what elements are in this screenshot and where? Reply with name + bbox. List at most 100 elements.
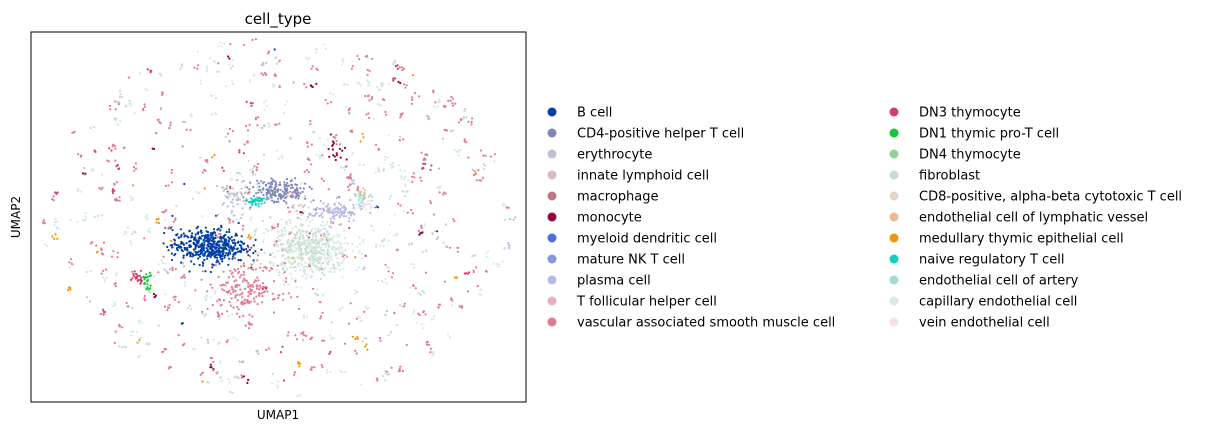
point-vascular-associated-smooth-muscle-cell bbox=[237, 308, 240, 311]
point-fibroblast bbox=[361, 340, 364, 343]
point-capillary-endothelial-cell bbox=[221, 380, 224, 383]
point-vascular-associated-smooth-muscle-cell bbox=[204, 159, 207, 162]
point-dn3-thymocyte bbox=[281, 345, 284, 348]
point-vascular-associated-smooth-muscle-cell bbox=[305, 86, 308, 89]
point-b-cell bbox=[225, 248, 228, 251]
point-vascular-associated-smooth-muscle-cell bbox=[282, 292, 285, 295]
point-vascular-associated-smooth-muscle-cell bbox=[100, 188, 103, 191]
point-vascular-associated-smooth-muscle-cell bbox=[411, 212, 414, 215]
point-capillary-endothelial-cell bbox=[295, 237, 298, 240]
point-vascular-associated-smooth-muscle-cell bbox=[310, 143, 313, 146]
point-fibroblast bbox=[312, 240, 316, 243]
point-cd4-positive-helper-t-cell bbox=[282, 199, 286, 202]
point-capillary-endothelial-cell bbox=[103, 278, 106, 281]
point-vascular-associated-smooth-muscle-cell bbox=[234, 285, 237, 288]
point-fibroblast bbox=[302, 252, 305, 256]
point-vascular-associated-smooth-muscle-cell bbox=[70, 263, 73, 266]
point-vascular-associated-smooth-muscle-cell bbox=[303, 170, 306, 173]
point-vascular-associated-smooth-muscle-cell bbox=[244, 324, 247, 327]
point-dn3-thymocyte bbox=[250, 104, 253, 107]
point-vascular-associated-smooth-muscle-cell bbox=[356, 188, 359, 192]
point-capillary-endothelial-cell bbox=[334, 247, 337, 250]
point-capillary-endothelial-cell bbox=[84, 211, 87, 214]
point-vascular-associated-smooth-muscle-cell bbox=[321, 154, 324, 157]
point-fibroblast bbox=[254, 173, 257, 176]
point-b-cell bbox=[228, 228, 231, 231]
point-fibroblast bbox=[309, 263, 312, 266]
point-cd4-positive-helper-t-cell bbox=[296, 189, 299, 192]
point-capillary-endothelial-cell bbox=[162, 262, 165, 265]
point-plasma-cell bbox=[336, 196, 339, 199]
point-vascular-associated-smooth-muscle-cell bbox=[467, 156, 470, 159]
point-capillary-endothelial-cell bbox=[114, 119, 117, 122]
legend-label: myeloid dendritic cell bbox=[577, 232, 717, 247]
point-naive-regulatory-t-cell bbox=[263, 201, 266, 204]
point-vascular-associated-smooth-muscle-cell bbox=[165, 209, 168, 212]
point-endothelial-cell-of-lymphatic-vessel bbox=[363, 192, 367, 195]
point-b-cell bbox=[216, 228, 219, 231]
point-vascular-associated-smooth-muscle-cell bbox=[411, 175, 414, 178]
point-vascular-associated-smooth-muscle-cell bbox=[429, 202, 432, 205]
point-vascular-associated-smooth-muscle-cell bbox=[233, 280, 236, 283]
point-cd4-positive-helper-t-cell bbox=[284, 184, 287, 187]
point-fibroblast bbox=[465, 116, 468, 119]
point-vascular-associated-smooth-muscle-cell bbox=[261, 295, 264, 298]
point-fibroblast bbox=[326, 251, 329, 254]
point-vascular-associated-smooth-muscle-cell bbox=[402, 138, 405, 141]
point-capillary-endothelial-cell bbox=[354, 292, 357, 295]
point-erythrocyte bbox=[231, 198, 234, 201]
point-plasma-cell bbox=[257, 352, 260, 355]
point-capillary-endothelial-cell bbox=[280, 228, 283, 232]
point-vascular-associated-smooth-muscle-cell bbox=[249, 290, 252, 293]
point-fibroblast bbox=[311, 256, 314, 259]
point-capillary-endothelial-cell bbox=[313, 249, 316, 252]
point-medullary-thymic-epithelial-cell bbox=[69, 288, 72, 291]
legend-label: erythrocyte bbox=[577, 148, 652, 163]
point-b-cell bbox=[237, 221, 240, 225]
point-fibroblast bbox=[278, 234, 281, 237]
point-vascular-associated-smooth-muscle-cell bbox=[456, 250, 459, 253]
point-dn3-thymocyte bbox=[113, 189, 116, 192]
point-capillary-endothelial-cell bbox=[55, 226, 59, 229]
point-dn3-thymocyte bbox=[108, 147, 111, 150]
point-vascular-associated-smooth-muscle-cell bbox=[231, 286, 234, 289]
point-capillary-endothelial-cell bbox=[319, 246, 322, 250]
point-vascular-associated-smooth-muscle-cell bbox=[356, 54, 359, 58]
point-vascular-associated-smooth-muscle-cell bbox=[236, 299, 239, 302]
point-vascular-associated-smooth-muscle-cell bbox=[445, 129, 448, 132]
point-b-cell bbox=[227, 242, 230, 245]
point-vascular-associated-smooth-muscle-cell bbox=[452, 104, 455, 107]
point-erythrocyte bbox=[241, 207, 244, 210]
point-vascular-associated-smooth-muscle-cell bbox=[235, 279, 238, 282]
point-b-cell bbox=[240, 235, 243, 238]
point-vascular-associated-smooth-muscle-cell bbox=[306, 169, 309, 172]
point-dn3-thymocyte bbox=[328, 352, 331, 355]
point-b-cell bbox=[193, 263, 196, 266]
point-fibroblast bbox=[85, 270, 88, 274]
point-b-cell bbox=[198, 263, 201, 267]
point-vascular-associated-smooth-muscle-cell bbox=[206, 290, 209, 293]
point-b-cell bbox=[203, 258, 206, 262]
point-plasma-cell bbox=[369, 211, 372, 215]
point-cd4-positive-helper-t-cell bbox=[296, 194, 299, 197]
point-fibroblast bbox=[315, 239, 318, 242]
point-medullary-thymic-epithelial-cell bbox=[298, 365, 301, 368]
point-vascular-associated-smooth-muscle-cell bbox=[227, 276, 231, 279]
point-b-cell bbox=[198, 255, 202, 258]
point-cd4-positive-helper-t-cell bbox=[284, 193, 287, 196]
point-fibroblast bbox=[93, 215, 96, 218]
point-cd4-positive-helper-t-cell bbox=[289, 186, 292, 189]
point-dn3-thymocyte bbox=[102, 308, 105, 311]
point-b-cell bbox=[197, 232, 200, 235]
point-plasma-cell bbox=[329, 217, 332, 220]
point-vascular-associated-smooth-muscle-cell bbox=[206, 307, 209, 310]
point-monocyte bbox=[345, 158, 348, 161]
point-cd4-positive-helper-t-cell bbox=[275, 200, 278, 203]
point-capillary-endothelial-cell bbox=[400, 175, 403, 178]
point-vascular-associated-smooth-muscle-cell bbox=[288, 190, 292, 193]
point-capillary-endothelial-cell bbox=[329, 271, 333, 274]
point-capillary-endothelial-cell bbox=[271, 251, 274, 254]
point-plasma-cell bbox=[336, 210, 339, 214]
point-fibroblast bbox=[305, 234, 308, 237]
point-capillary-endothelial-cell bbox=[286, 268, 289, 271]
